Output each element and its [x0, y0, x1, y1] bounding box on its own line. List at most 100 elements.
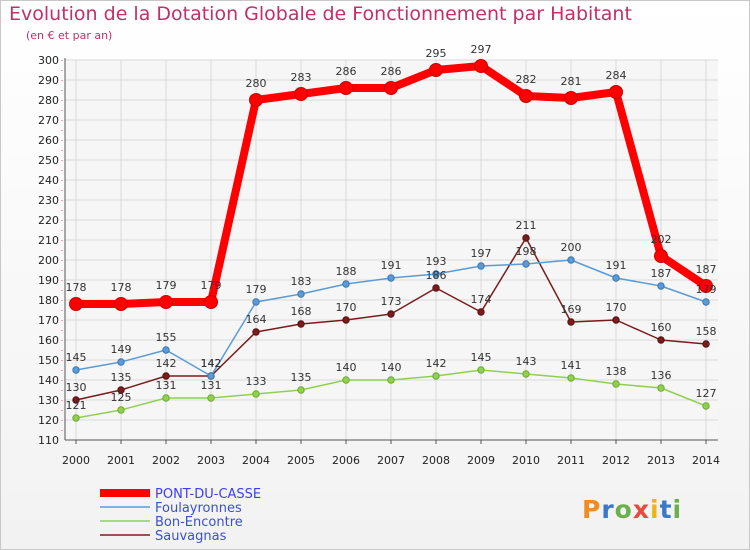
point-bon-encontre	[657, 384, 665, 392]
data-label-foulayronnes: 200	[561, 241, 582, 254]
y-tick-label: 130	[38, 394, 59, 407]
point-bon-encontre	[72, 414, 80, 422]
data-label-foulayronnes: 197	[471, 247, 492, 260]
data-label-bon-encontre: 142	[426, 357, 447, 370]
point-sauvagnas	[477, 308, 485, 316]
data-label-pont-du-casse: 178	[111, 281, 132, 294]
point-pont-du-casse	[69, 297, 83, 311]
y-tick-label: 260	[38, 134, 59, 147]
point-pont-du-casse	[159, 295, 173, 309]
data-label-sauvagnas: 174	[471, 293, 492, 306]
x-tick-label: 2003	[197, 454, 225, 467]
point-sauvagnas	[612, 316, 620, 324]
point-foulayronnes	[657, 282, 665, 290]
point-pont-du-casse	[384, 81, 398, 95]
data-label-pont-du-casse: 178	[66, 281, 87, 294]
data-label-pont-du-casse: 283	[291, 71, 312, 84]
data-label-bon-encontre: 133	[246, 375, 267, 388]
point-foulayronnes	[252, 298, 260, 306]
data-label-foulayronnes: 183	[291, 275, 312, 288]
x-tick-label: 2011	[557, 454, 585, 467]
point-foulayronnes	[612, 274, 620, 282]
y-tick-label: 280	[38, 94, 59, 107]
point-sauvagnas	[162, 372, 170, 380]
y-tick-label: 200	[38, 254, 59, 267]
y-tick-label: 120	[38, 414, 59, 427]
data-label-bon-encontre: 135	[291, 371, 312, 384]
point-bon-encontre	[207, 394, 215, 402]
y-tick-label: 220	[38, 214, 59, 227]
point-sauvagnas	[297, 320, 305, 328]
point-foulayronnes	[387, 274, 395, 282]
y-tick-label: 290	[38, 74, 59, 87]
point-sauvagnas	[657, 336, 665, 344]
data-label-pont-du-casse: 187	[696, 263, 717, 276]
point-pont-du-casse	[249, 93, 263, 107]
y-tick-label: 210	[38, 234, 59, 247]
point-pont-du-casse	[339, 81, 353, 95]
data-label-sauvagnas: 168	[291, 305, 312, 318]
point-bon-encontre	[612, 380, 620, 388]
point-bon-encontre	[522, 370, 530, 378]
data-label-bon-encontre: 131	[156, 379, 177, 392]
point-pont-du-casse	[114, 297, 128, 311]
data-label-pont-du-casse: 280	[246, 77, 267, 90]
x-tick-label: 2002	[152, 454, 180, 467]
point-foulayronnes	[117, 358, 125, 366]
data-label-sauvagnas: 164	[246, 313, 267, 326]
point-sauvagnas	[702, 340, 710, 348]
data-label-pont-du-casse: 286	[336, 65, 357, 78]
legend-label: Sauvagnas	[155, 529, 227, 544]
x-tick-label: 2012	[602, 454, 630, 467]
data-label-pont-du-casse: 286	[381, 65, 402, 78]
data-label-foulayronnes: 188	[336, 265, 357, 278]
data-label-pont-du-casse: 179	[156, 279, 177, 292]
legend-label: Foulayronnes	[155, 501, 242, 516]
proxiti-logo: Proxiti	[582, 495, 682, 524]
data-label-foulayronnes: 179	[696, 283, 717, 296]
data-label-foulayronnes: 198	[516, 245, 537, 258]
point-foulayronnes	[72, 366, 80, 374]
point-bon-encontre	[117, 406, 125, 414]
point-foulayronnes	[297, 290, 305, 298]
point-sauvagnas	[432, 284, 440, 292]
data-label-foulayronnes: 193	[426, 255, 447, 268]
y-tick-label: 170	[38, 314, 59, 327]
data-label-bon-encontre: 131	[201, 379, 222, 392]
data-label-bon-encontre: 127	[696, 387, 717, 400]
y-tick-label: 300	[38, 54, 59, 67]
data-label-foulayronnes: 179	[246, 283, 267, 296]
point-bon-encontre	[252, 390, 260, 398]
point-sauvagnas	[72, 396, 80, 404]
y-tick-label: 110	[38, 434, 59, 447]
data-label-sauvagnas: 173	[381, 295, 402, 308]
data-label-pont-du-casse: 282	[516, 73, 537, 86]
x-tick-label: 2014	[692, 454, 720, 467]
data-label-sauvagnas: 186	[426, 269, 447, 282]
data-label-bon-encontre: 145	[471, 351, 492, 364]
data-label-bon-encontre: 136	[651, 369, 672, 382]
point-foulayronnes	[567, 256, 575, 264]
data-label-sauvagnas: 170	[606, 301, 627, 314]
x-tick-label: 2008	[422, 454, 450, 467]
legend-label: PONT-DU-CASSE	[155, 487, 261, 502]
point-foulayronnes	[207, 372, 215, 380]
point-pont-du-casse	[654, 249, 668, 263]
x-tick-label: 2005	[287, 454, 315, 467]
point-pont-du-casse	[474, 59, 488, 73]
chart-subtitle: (en € et par an)	[26, 29, 113, 42]
y-tick-label: 160	[38, 334, 59, 347]
point-pont-du-casse	[294, 87, 308, 101]
point-bon-encontre	[297, 386, 305, 394]
data-label-pont-du-casse: 295	[426, 47, 447, 60]
point-pont-du-casse	[564, 91, 578, 105]
point-bon-encontre	[477, 366, 485, 374]
point-foulayronnes	[162, 346, 170, 354]
point-bon-encontre	[702, 402, 710, 410]
y-tick-label: 250	[38, 154, 59, 167]
data-label-foulayronnes: 145	[66, 351, 87, 364]
data-label-pont-du-casse: 281	[561, 75, 582, 88]
y-tick-label: 180	[38, 294, 59, 307]
data-label-sauvagnas: 211	[516, 219, 537, 232]
